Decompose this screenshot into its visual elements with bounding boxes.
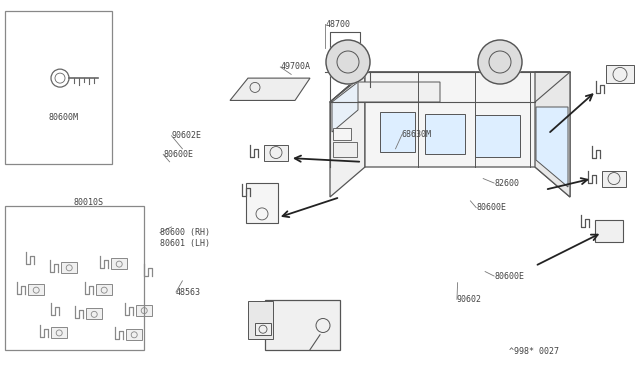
- Bar: [333, 128, 351, 140]
- Polygon shape: [230, 78, 310, 100]
- Bar: [333, 142, 357, 157]
- Text: 90602E: 90602E: [172, 131, 202, 140]
- Bar: [255, 323, 271, 335]
- Text: 90602: 90602: [457, 295, 482, 304]
- Polygon shape: [425, 114, 465, 154]
- Text: 80600M: 80600M: [48, 113, 78, 122]
- Text: 48563: 48563: [176, 288, 201, 296]
- Bar: [248, 301, 273, 339]
- Bar: [246, 183, 278, 223]
- Text: 80010S: 80010S: [74, 198, 104, 207]
- Polygon shape: [330, 72, 570, 102]
- Text: 82600: 82600: [494, 179, 519, 187]
- Bar: [264, 144, 288, 161]
- Bar: [595, 220, 623, 242]
- Bar: [606, 65, 634, 83]
- Bar: [28, 284, 44, 295]
- Circle shape: [326, 40, 370, 84]
- Polygon shape: [536, 107, 568, 187]
- Text: 80600E: 80600E: [494, 272, 524, 280]
- Text: 49700A: 49700A: [280, 62, 310, 71]
- Polygon shape: [330, 82, 440, 102]
- Bar: [265, 300, 340, 350]
- Text: 68630M: 68630M: [402, 130, 432, 139]
- Bar: [61, 262, 77, 273]
- Bar: [96, 284, 112, 295]
- Polygon shape: [380, 112, 415, 152]
- Text: ^998* 0027: ^998* 0027: [509, 347, 559, 356]
- Bar: [51, 327, 67, 338]
- Bar: [5, 11, 112, 164]
- Polygon shape: [365, 72, 570, 197]
- Text: 80601 (LH): 80601 (LH): [160, 239, 210, 248]
- Bar: [136, 305, 152, 315]
- Polygon shape: [475, 115, 520, 157]
- Polygon shape: [332, 82, 358, 132]
- Bar: [111, 258, 127, 269]
- Bar: [5, 206, 144, 350]
- Text: 80600E: 80600E: [163, 150, 193, 159]
- Bar: [86, 308, 102, 319]
- Bar: [126, 329, 142, 340]
- Bar: [602, 170, 626, 187]
- Text: 80600E: 80600E: [476, 203, 506, 212]
- Polygon shape: [535, 72, 570, 197]
- Polygon shape: [330, 72, 365, 197]
- Circle shape: [478, 40, 522, 84]
- Text: 48700: 48700: [325, 20, 350, 29]
- Text: 80600 (RH): 80600 (RH): [160, 228, 210, 237]
